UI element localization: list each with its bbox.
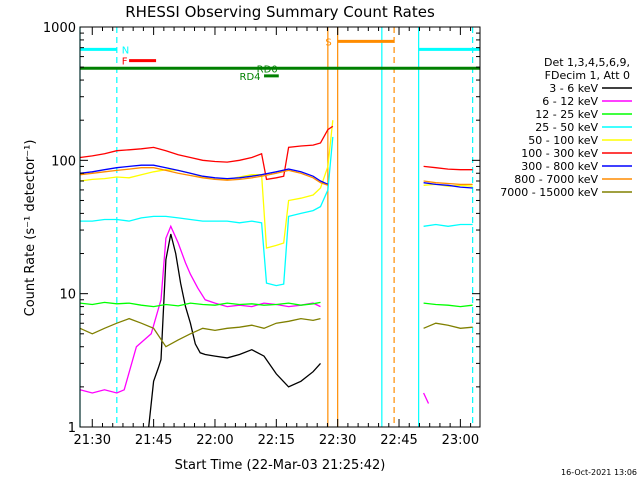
series-8-segment-0 xyxy=(79,317,321,348)
series-3-segment-1 xyxy=(423,223,473,227)
series-6-segment-0 xyxy=(79,164,329,185)
x-tick-label-1: 21:45 xyxy=(135,433,172,448)
legend-header-line-1: Det 1,3,4,5,6,9, xyxy=(544,56,630,69)
legend-label-8: 7000 - 15000 keV xyxy=(500,186,598,199)
y-tick-label-0: 1 xyxy=(68,421,76,436)
x-tick-label-2: 22:00 xyxy=(196,433,233,448)
x-tick-label-5: 22:45 xyxy=(380,433,417,448)
x-tick-label-6: 23:00 xyxy=(442,433,479,448)
series-2-segment-1 xyxy=(423,302,473,308)
series-5-segment-1 xyxy=(423,165,473,171)
legend-label-1: 6 - 12 keV xyxy=(542,95,598,108)
y-axis-label: Count Rate (s⁻¹ detector⁻¹) xyxy=(23,140,38,317)
series-2-segment-0 xyxy=(79,301,321,308)
plot-frame xyxy=(79,26,481,428)
y-tick-label-1: 10 xyxy=(59,288,76,303)
timestamp: 16-Oct-2021 13:06 xyxy=(561,468,637,477)
series-4-segment-1 xyxy=(423,183,473,187)
flag-label-0: N xyxy=(122,45,129,56)
series-5-segment-0 xyxy=(79,125,334,181)
chart-title: RHESSI Observing Summary Count Rates xyxy=(125,3,435,21)
y-tick-label-2: 100 xyxy=(51,154,76,169)
y-tick-label-3: 1000 xyxy=(43,21,76,36)
legend-label-4: 50 - 100 keV xyxy=(528,134,598,147)
flag-label-3: RD0 xyxy=(257,64,278,75)
x-tick-label-0: 21:30 xyxy=(74,433,111,448)
flag-label-5: S xyxy=(325,37,331,48)
legend-label-3: 25 - 50 keV xyxy=(535,121,598,134)
legend-label-6: 300 - 800 keV xyxy=(521,160,598,173)
legend-header-line-2: FDecim 1, Att 0 xyxy=(545,69,630,82)
series-1-segment-1 xyxy=(423,392,430,404)
flag-label-4: RD4 xyxy=(240,72,261,83)
series-7-segment-1 xyxy=(423,180,473,186)
legend-label-2: 12 - 25 keV xyxy=(535,108,598,121)
legend-label-7: 800 - 7000 keV xyxy=(514,173,598,186)
x-axis-label: Start Time (22-Mar-03 21:25:42) xyxy=(175,458,386,473)
series-7-segment-0 xyxy=(79,167,329,186)
legend-label-0: 3 - 6 keV xyxy=(549,82,598,95)
series-1-segment-0 xyxy=(79,224,321,394)
series-3-segment-0 xyxy=(80,136,334,287)
legend-label-5: 100 - 300 keV xyxy=(521,147,598,160)
x-tick-label-4: 22:30 xyxy=(319,433,356,448)
flag-label-2: F xyxy=(122,57,128,68)
legend-header: Det 1,3,4,5,6,9, FDecim 1, Att 0 xyxy=(544,56,630,82)
series-0-segment-0 xyxy=(148,233,321,428)
series-8-segment-1 xyxy=(423,322,473,329)
x-tick-label-3: 22:15 xyxy=(258,433,295,448)
series-4-segment-0 xyxy=(79,120,334,249)
series-6-segment-1 xyxy=(423,182,473,189)
